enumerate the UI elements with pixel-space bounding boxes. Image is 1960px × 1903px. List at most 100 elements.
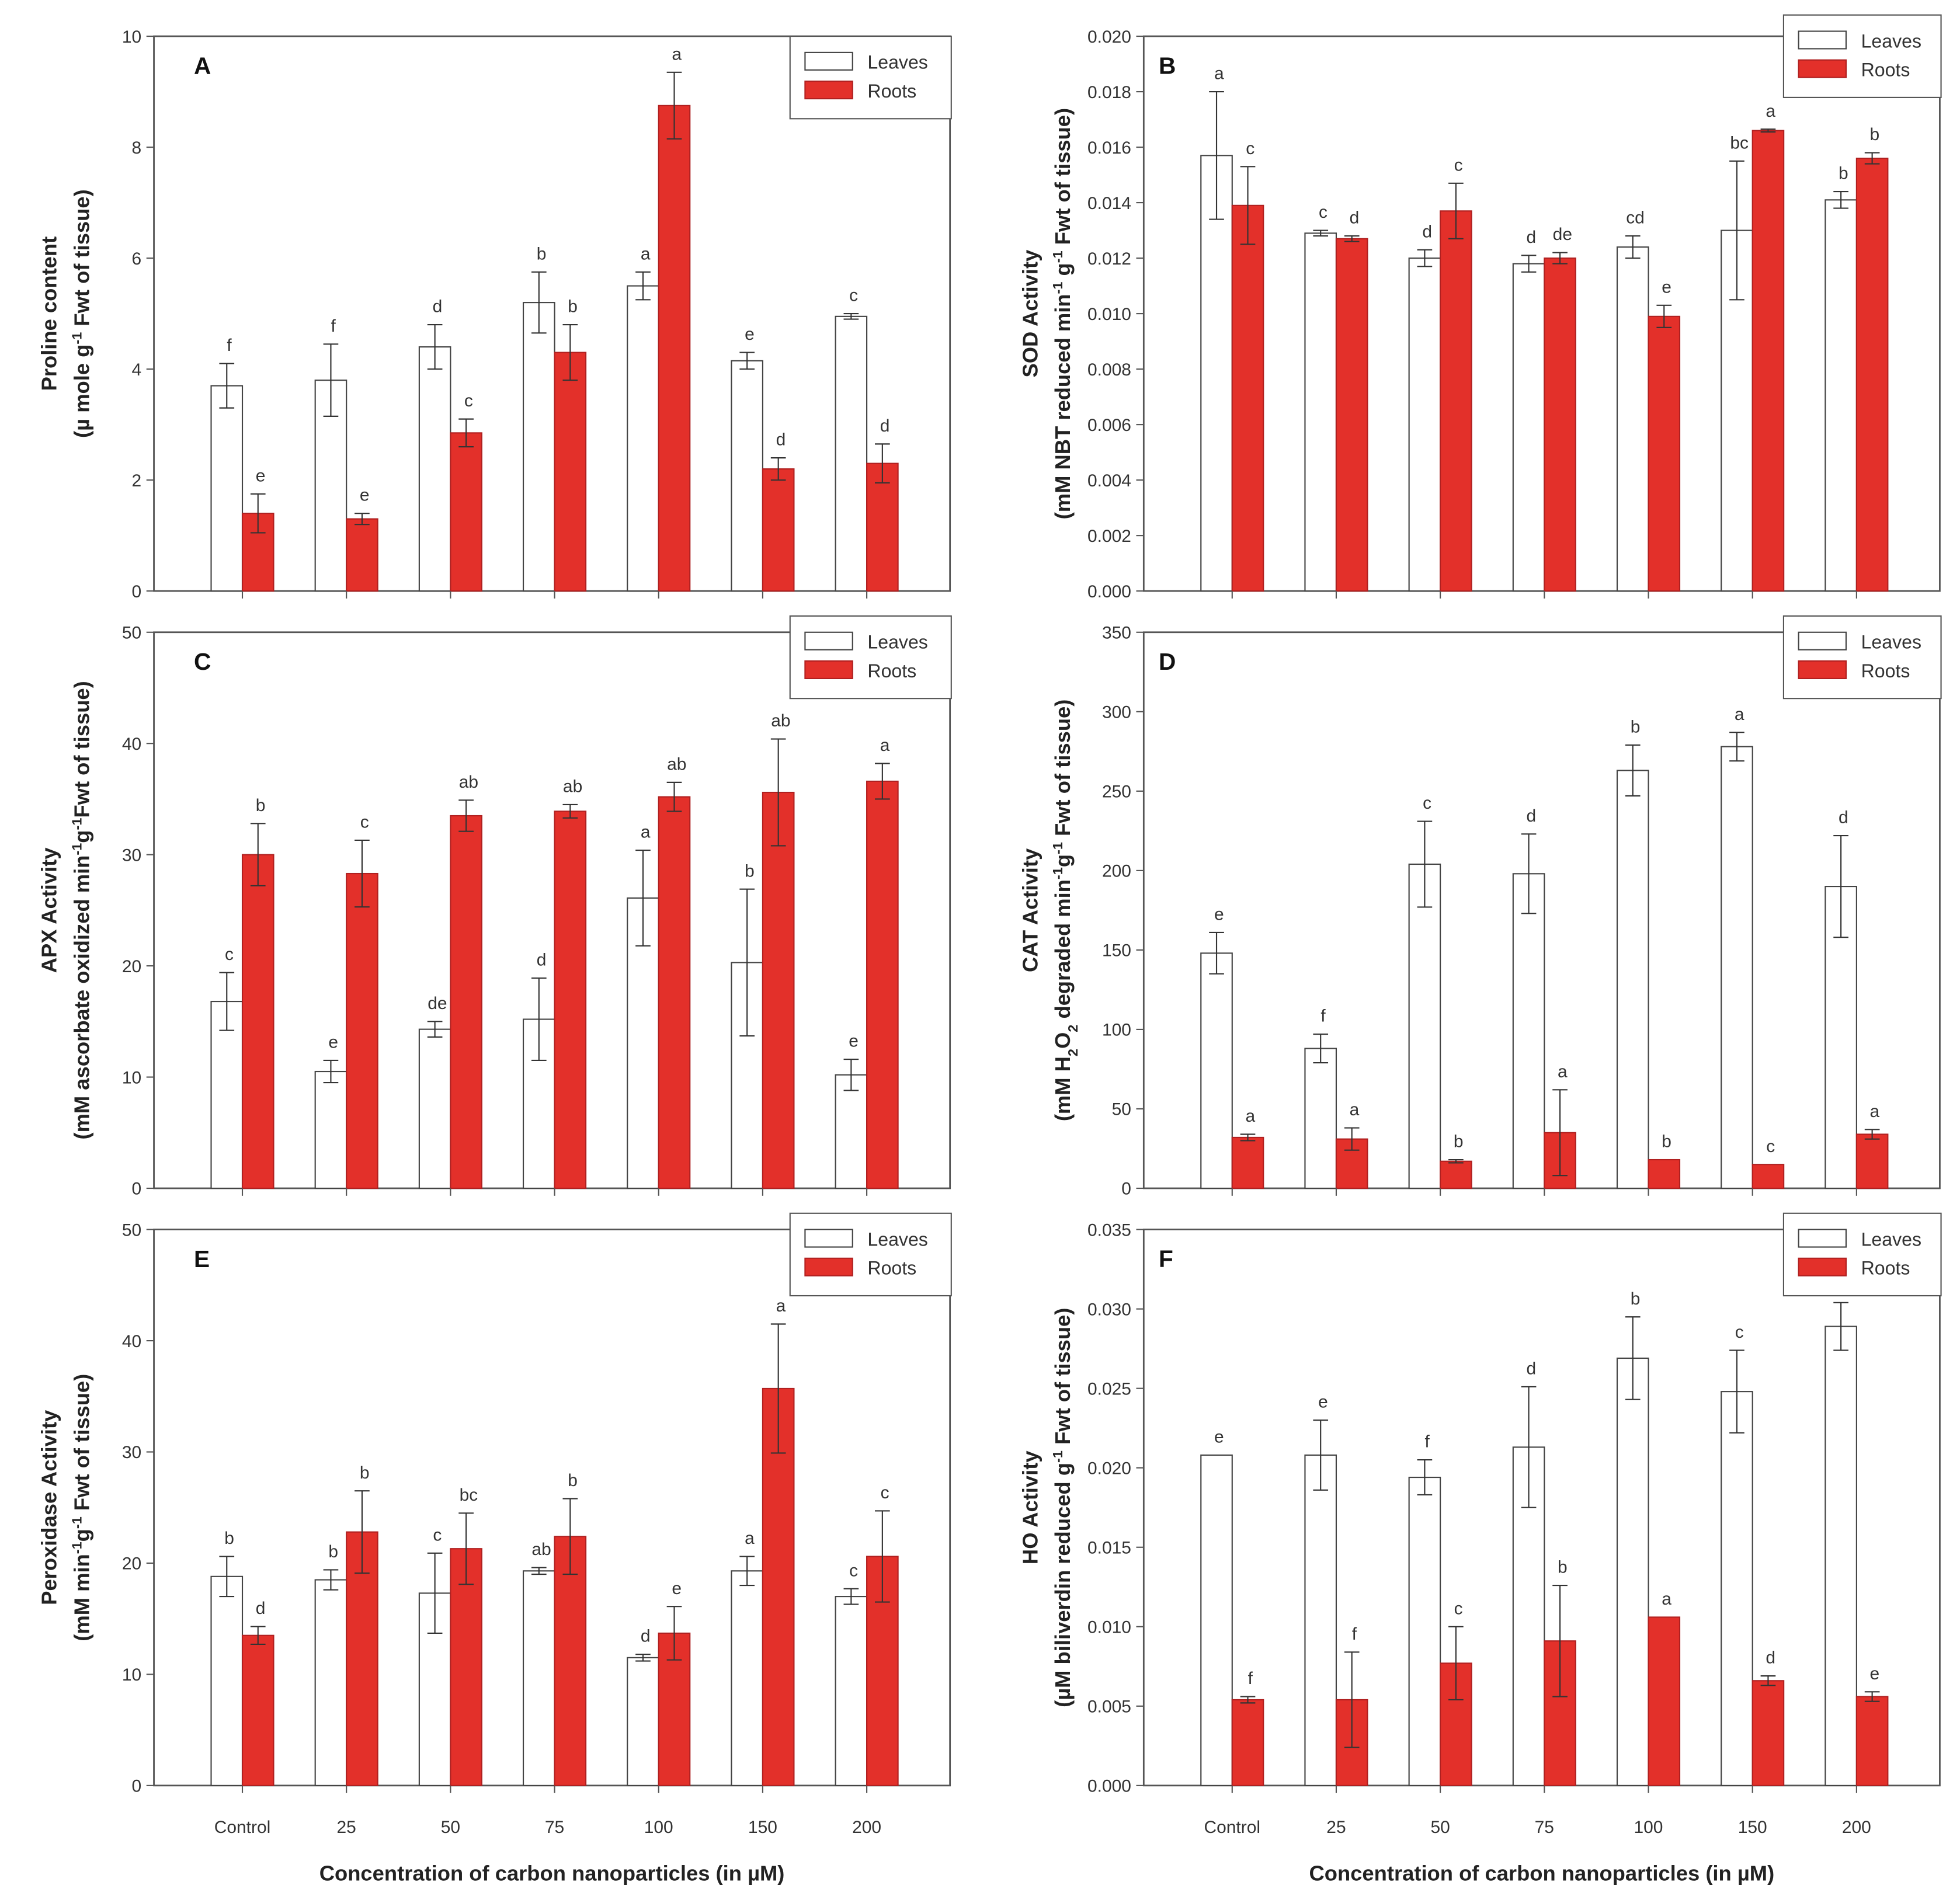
significance-label: d (1766, 1648, 1775, 1668)
leaves-bar (1512, 873, 1545, 1189)
y-title-part: g (1051, 263, 1075, 281)
leaves-bar (1304, 1454, 1337, 1786)
significance-label: e (849, 1032, 859, 1051)
y-tick-label: 0.030 (1087, 1300, 1131, 1319)
significance-label: c (433, 1525, 442, 1544)
roots-bar (346, 872, 378, 1189)
legend-swatch-leaves (804, 51, 853, 71)
legend-label-roots: Roots (867, 660, 916, 681)
y-tick-label: 40 (122, 1332, 141, 1351)
y-tick-label: 0 (132, 1180, 142, 1199)
significance-label: de (428, 994, 447, 1013)
significance-label: b (568, 1471, 578, 1490)
roots-bar (346, 518, 378, 592)
leaves-bar (835, 1074, 868, 1189)
roots-bar (762, 791, 795, 1189)
roots-bar (241, 1634, 274, 1786)
y-tick-label: 0.000 (1087, 582, 1131, 601)
leaves-bar (522, 302, 555, 592)
leaves-bar (835, 1596, 868, 1786)
x-tick-label: 200 (852, 1818, 881, 1837)
y-title-part: (mM NBT reduced min (1051, 294, 1075, 519)
y-tick-label: 300 (1102, 702, 1131, 722)
significance-label: c (1423, 794, 1431, 813)
significance-label: c (1319, 203, 1327, 222)
y-title-part: Fwt of tissue) (1051, 108, 1075, 251)
significance-label: f (227, 336, 232, 355)
significance-label: a (1350, 1100, 1360, 1119)
leaves-bar (314, 1579, 347, 1786)
roots-bar (1855, 1696, 1889, 1786)
leaves-bar (1304, 1048, 1337, 1189)
significance-label: ab (531, 1540, 551, 1559)
roots-bar (762, 468, 795, 592)
significance-label: d (1839, 808, 1848, 827)
legend-label-leaves: Leaves (1861, 1229, 1921, 1250)
y-tick-label: 0.002 (1087, 527, 1131, 546)
legend: Leaves Roots (789, 1212, 952, 1297)
leaves-bar (1616, 246, 1649, 592)
y-tick-label: 200 (1102, 862, 1131, 881)
significance-label: a (776, 1296, 786, 1316)
y-title-part: degraded min (1051, 879, 1075, 1025)
y-tick-label: 0.006 (1087, 416, 1131, 435)
significance-label: b (568, 297, 578, 316)
legend-label-leaves: Leaves (1861, 30, 1921, 51)
roots-bar (1855, 1133, 1889, 1189)
significance-label: a (641, 823, 651, 842)
y-tick-label: 0.016 (1087, 138, 1131, 158)
leaves-bar (1408, 258, 1441, 592)
significance-label: e (256, 466, 266, 485)
y-tick-label: 0.012 (1087, 249, 1131, 269)
significance-label: d (880, 416, 890, 436)
y-title-part: -1 (1050, 282, 1065, 294)
y-title-part: -1 (69, 1542, 84, 1554)
legend-box (789, 615, 952, 700)
legend-box (789, 35, 952, 120)
y-title-part: Fwt of tissue) (69, 189, 93, 332)
significance-label: ab (459, 773, 478, 792)
x-tick-label: 150 (748, 1818, 777, 1837)
significance-label: a (672, 44, 682, 64)
legend-box (1782, 1212, 1942, 1297)
roots-bar (1648, 1616, 1681, 1786)
leaves-bar (1200, 155, 1233, 592)
y-tick-label: 0.015 (1087, 1538, 1131, 1557)
panel-C: 0 10 20 30 40 50 APX Activity (mM ascorbate oxi… (37, 615, 952, 1199)
significance-label: b (1870, 125, 1880, 144)
roots-bar (1648, 315, 1681, 592)
significance-label: e (1214, 905, 1224, 924)
x-tick-label: 150 (1738, 1818, 1767, 1837)
y-title-part: Peroxidase Activity (37, 1410, 61, 1605)
roots-bar (1440, 210, 1472, 592)
significance-label: e (672, 1579, 682, 1598)
leaves-bar (1304, 232, 1337, 592)
leaves-bar (627, 1657, 659, 1786)
y-tick-label: 0.014 (1087, 194, 1131, 213)
y-title-part: Fwt of tissue) (69, 1374, 93, 1516)
significance-label: a (1558, 1062, 1568, 1081)
y-title-part: (mM min (69, 1554, 93, 1641)
leaves-bar (1408, 1476, 1441, 1786)
roots-bar (1855, 158, 1889, 592)
panel-letter: B (1159, 52, 1176, 79)
significance-label: e (745, 325, 755, 344)
leaves-bar (1408, 863, 1441, 1189)
leaves-bar (1616, 1357, 1649, 1786)
legend: Leaves Roots (1782, 14, 1942, 98)
significance-label: e (1870, 1664, 1880, 1683)
significance-label: d (1422, 222, 1432, 241)
significance-label: ab (771, 711, 790, 730)
leaves-bar (210, 385, 244, 592)
significance-label: d (537, 951, 547, 970)
y-title-part: CAT Activity (1018, 848, 1042, 972)
significance-label: c (1246, 139, 1254, 158)
leaves-bar (1512, 263, 1545, 592)
leaves-bar (731, 1570, 763, 1786)
y-tick-label: 40 (122, 735, 141, 754)
roots-bar (866, 780, 899, 1189)
roots-bar (1335, 238, 1368, 592)
y-title-part: -1 (69, 1516, 84, 1529)
